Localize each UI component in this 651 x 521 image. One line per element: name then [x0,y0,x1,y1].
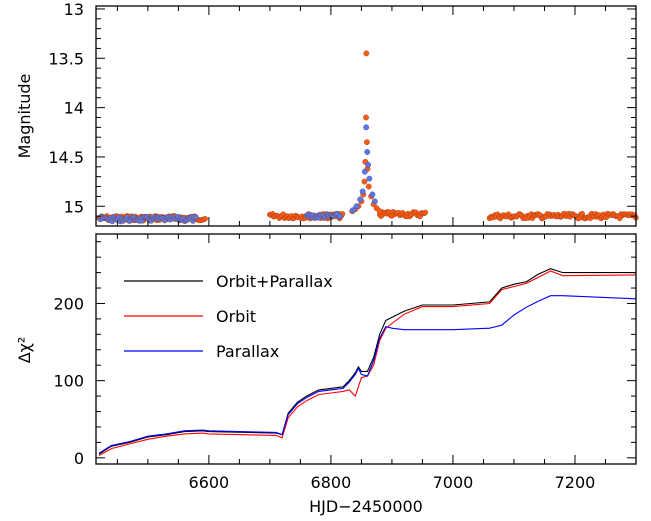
peak-point-blue [357,196,364,203]
magnitude-tick-label: 13.5 [48,49,84,68]
peak-point-blue [361,168,368,175]
magnitude-axis-ticks: 13 13.5 14 14.5 15 [48,0,637,227]
peak-point-blue [365,161,372,168]
series-line-parallax [98,295,637,454]
legend-label: Orbit+Parallax [216,272,333,291]
peak-point-blue [364,149,371,155]
magnitude-tick-label: 14 [64,99,84,118]
magnitude-panel: 13 13.5 14 14.5 15 Magnitude [15,0,639,227]
delta-chi2-panel-frame [95,233,637,465]
peak-point-blue [359,188,366,195]
magnitude-panel-frame [95,5,637,227]
legend-label: Orbit [216,307,256,326]
magnitude-scatter-points [96,50,639,225]
peak-point-blue [349,207,356,214]
peak-point-blue [366,175,373,182]
peak-point [364,139,370,146]
peak-point-blue [369,191,376,198]
time-tick-label: 7000 [433,473,474,492]
delta-chi2-axis-ticks: 0 100 200 6600 6800 7000 7200 [53,234,637,492]
chi2-tick-label: 0 [74,449,84,468]
chi2-tick-label: 200 [53,294,84,313]
magnitude-tick-label: 15 [64,197,84,216]
peak-point [363,50,370,57]
peak-point [363,114,369,121]
time-tick-label: 6600 [189,473,230,492]
chi2-tick-label: 100 [53,372,84,391]
photometry-point [422,209,429,216]
time-tick-label: 6800 [311,473,352,492]
delta-chi2-axis-title: Δχ² [15,337,34,364]
magnitude-tick-label: 14.5 [48,148,84,167]
x-axis-title: HJD−2450000 [309,497,423,516]
peak-point-blue [363,124,370,131]
peak-point [376,208,383,215]
peak-point-blue [353,203,360,210]
series-line-orbit-parallax [98,268,636,455]
time-tick-label: 7200 [555,473,596,492]
photometry-point [202,215,208,222]
peak-point [365,183,372,190]
series-line-orbit [98,270,637,456]
magnitude-axis-title: Magnitude [15,74,34,159]
peak-point-blue [371,198,378,205]
delta-chi2-series-lines [98,268,637,456]
magnitude-tick-label: 13 [64,0,84,19]
photometry-point [337,213,343,219]
legend: Orbit+Parallax Orbit Parallax [124,272,333,361]
photometry-point [192,214,199,220]
peak-point [361,178,368,185]
legend-label: Parallax [216,342,279,361]
